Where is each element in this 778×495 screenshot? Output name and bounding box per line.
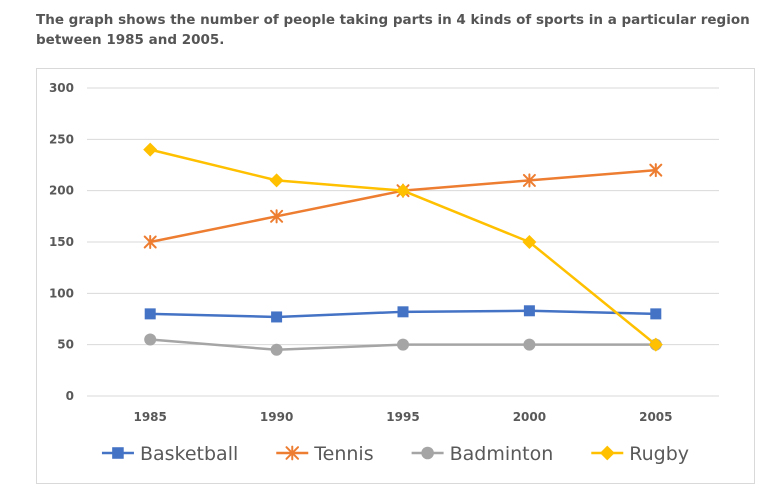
y-axis-tick-labels: 0 50 100 150 200 250 300 — [49, 81, 74, 403]
y-tick-label: 100 — [49, 286, 74, 300]
tennis-point — [649, 163, 663, 178]
tennis-line — [149, 168, 656, 244]
rugby-point — [269, 173, 284, 188]
basketball-point — [271, 311, 283, 323]
legend-item-tennis: Tennis — [276, 443, 374, 465]
series-rugby — [143, 142, 663, 352]
x-axis-tick-labels: 1985 1990 1995 2000 2005 — [133, 410, 672, 424]
basketball-point — [397, 306, 409, 318]
rugby-point — [143, 142, 158, 157]
y-tick-label: 150 — [49, 235, 74, 249]
series-basketball — [144, 305, 662, 323]
rugby-point — [522, 235, 537, 249]
legend-label: Rugby — [629, 443, 689, 465]
legend-label: Badminton — [450, 443, 554, 465]
basketball-point — [650, 308, 662, 320]
legend-label: Basketball — [140, 443, 238, 465]
legend-item-badminton: Badminton — [411, 443, 554, 465]
legend-circle-marker — [421, 446, 434, 460]
x-tick-label: 2000 — [513, 410, 546, 424]
legend: Basketball Tennis Badminton Rugby — [101, 443, 689, 465]
badminton-point — [523, 338, 536, 351]
tennis-point — [270, 209, 284, 224]
legend-square-marker — [112, 447, 124, 459]
x-tick-label: 1990 — [260, 410, 293, 424]
chart-frame: 0 50 100 150 200 250 300 1985 1990 1995 2000 2005 … — [36, 68, 755, 484]
basketball-point — [523, 305, 535, 317]
y-tick-label: 250 — [49, 132, 74, 146]
y-tick-label: 200 — [49, 184, 74, 198]
x-tick-label: 1995 — [386, 410, 419, 424]
x-tick-label: 1985 — [133, 410, 166, 424]
rugby-point — [396, 183, 410, 198]
tennis-point — [143, 234, 157, 250]
series-badminton — [144, 333, 662, 356]
badminton-point — [144, 333, 157, 346]
chart-caption: The graph shows the number of people tak… — [36, 12, 750, 48]
y-tick-label: 50 — [57, 338, 74, 352]
y-tick-label: 0 — [66, 389, 74, 403]
legend-label: Tennis — [313, 443, 373, 465]
badminton-point — [270, 343, 283, 356]
legend-item-rugby: Rugby — [591, 443, 689, 465]
x-tick-label: 2005 — [639, 410, 672, 424]
series-tennis — [143, 163, 663, 250]
basketball-point — [144, 308, 156, 320]
legend-asterisk-marker — [285, 445, 300, 461]
badminton-point — [397, 338, 409, 351]
legend-item-basketball: Basketball — [101, 443, 238, 465]
rugby-point — [648, 337, 663, 352]
tennis-point — [522, 173, 536, 188]
series-lines — [143, 142, 663, 356]
legend-diamond-marker — [599, 445, 615, 461]
y-tick-label: 300 — [49, 81, 74, 95]
